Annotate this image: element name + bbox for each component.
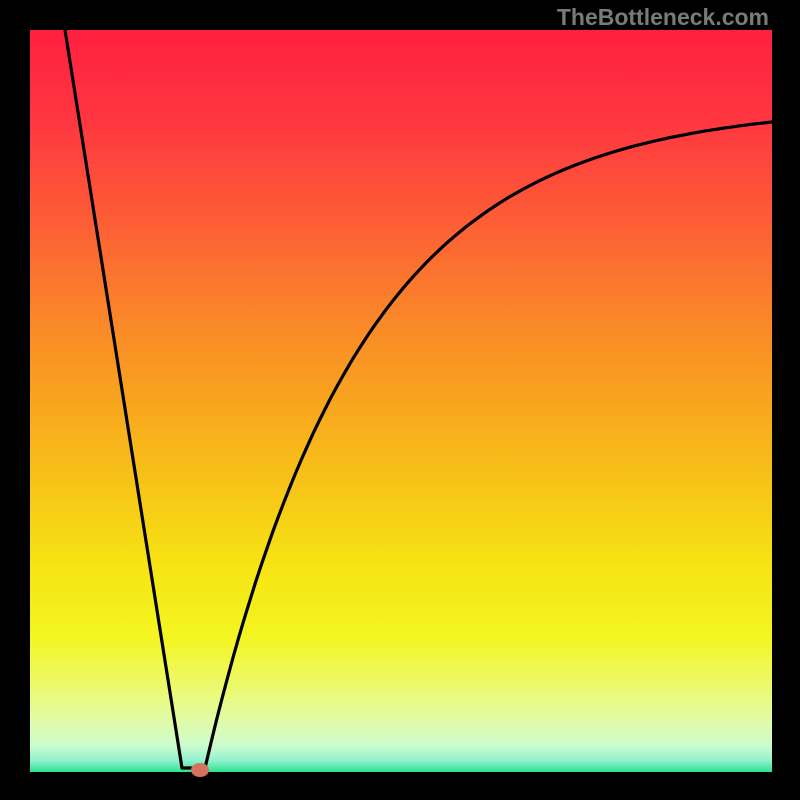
plot-area <box>30 30 772 772</box>
watermark-text: TheBottleneck.com <box>557 4 769 31</box>
curve-path <box>65 30 772 768</box>
optimal-point-marker <box>191 763 209 777</box>
bottleneck-curve <box>30 30 772 772</box>
